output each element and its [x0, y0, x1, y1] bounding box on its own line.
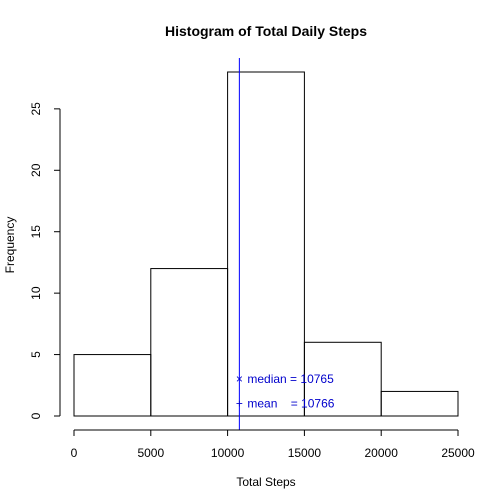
- annotations-group: × median = 10765 + mean = 10766: [236, 372, 335, 411]
- y-tick-label-3: 15: [29, 225, 43, 239]
- annotation-label-0: median = 10765: [247, 372, 334, 386]
- x-tick-label-5: 25000: [441, 446, 475, 460]
- histogram-bar-2: [227, 71, 305, 417]
- x-axis-label: Total Steps: [236, 475, 295, 489]
- y-tick-label-4: 20: [29, 163, 43, 177]
- annotation-label-1: mean = 10766: [247, 397, 334, 411]
- y-axis-label: Frequency: [3, 217, 17, 274]
- x-tick-label-2: 10000: [211, 446, 245, 460]
- chart-title: Histogram of Total Daily Steps: [165, 23, 367, 39]
- y-tick-label-2: 10: [29, 286, 43, 300]
- x-axis: 0 5000 10000 15000 20000 25000: [71, 429, 475, 460]
- x-tick-label-3: 15000: [288, 446, 322, 460]
- histogram-bar-3: [303, 341, 382, 417]
- y-tick-label-0: 0: [29, 412, 43, 419]
- annotation-symbol-1: +: [236, 397, 243, 411]
- annotation-symbol-0: ×: [236, 372, 243, 386]
- x-tick-label-1: 5000: [137, 446, 164, 460]
- histogram-bar-4: [380, 390, 459, 417]
- y-tick-label-1: 5: [29, 351, 43, 358]
- histogram-bar-0: [73, 354, 152, 417]
- histogram-bar-1: [150, 268, 229, 417]
- y-axis: 0 5 10 15 20 25: [29, 102, 61, 419]
- y-tick-label-5: 25: [29, 102, 43, 116]
- bars-group: [73, 71, 459, 417]
- x-tick-label-0: 0: [71, 446, 78, 460]
- x-tick-label-4: 20000: [365, 446, 399, 460]
